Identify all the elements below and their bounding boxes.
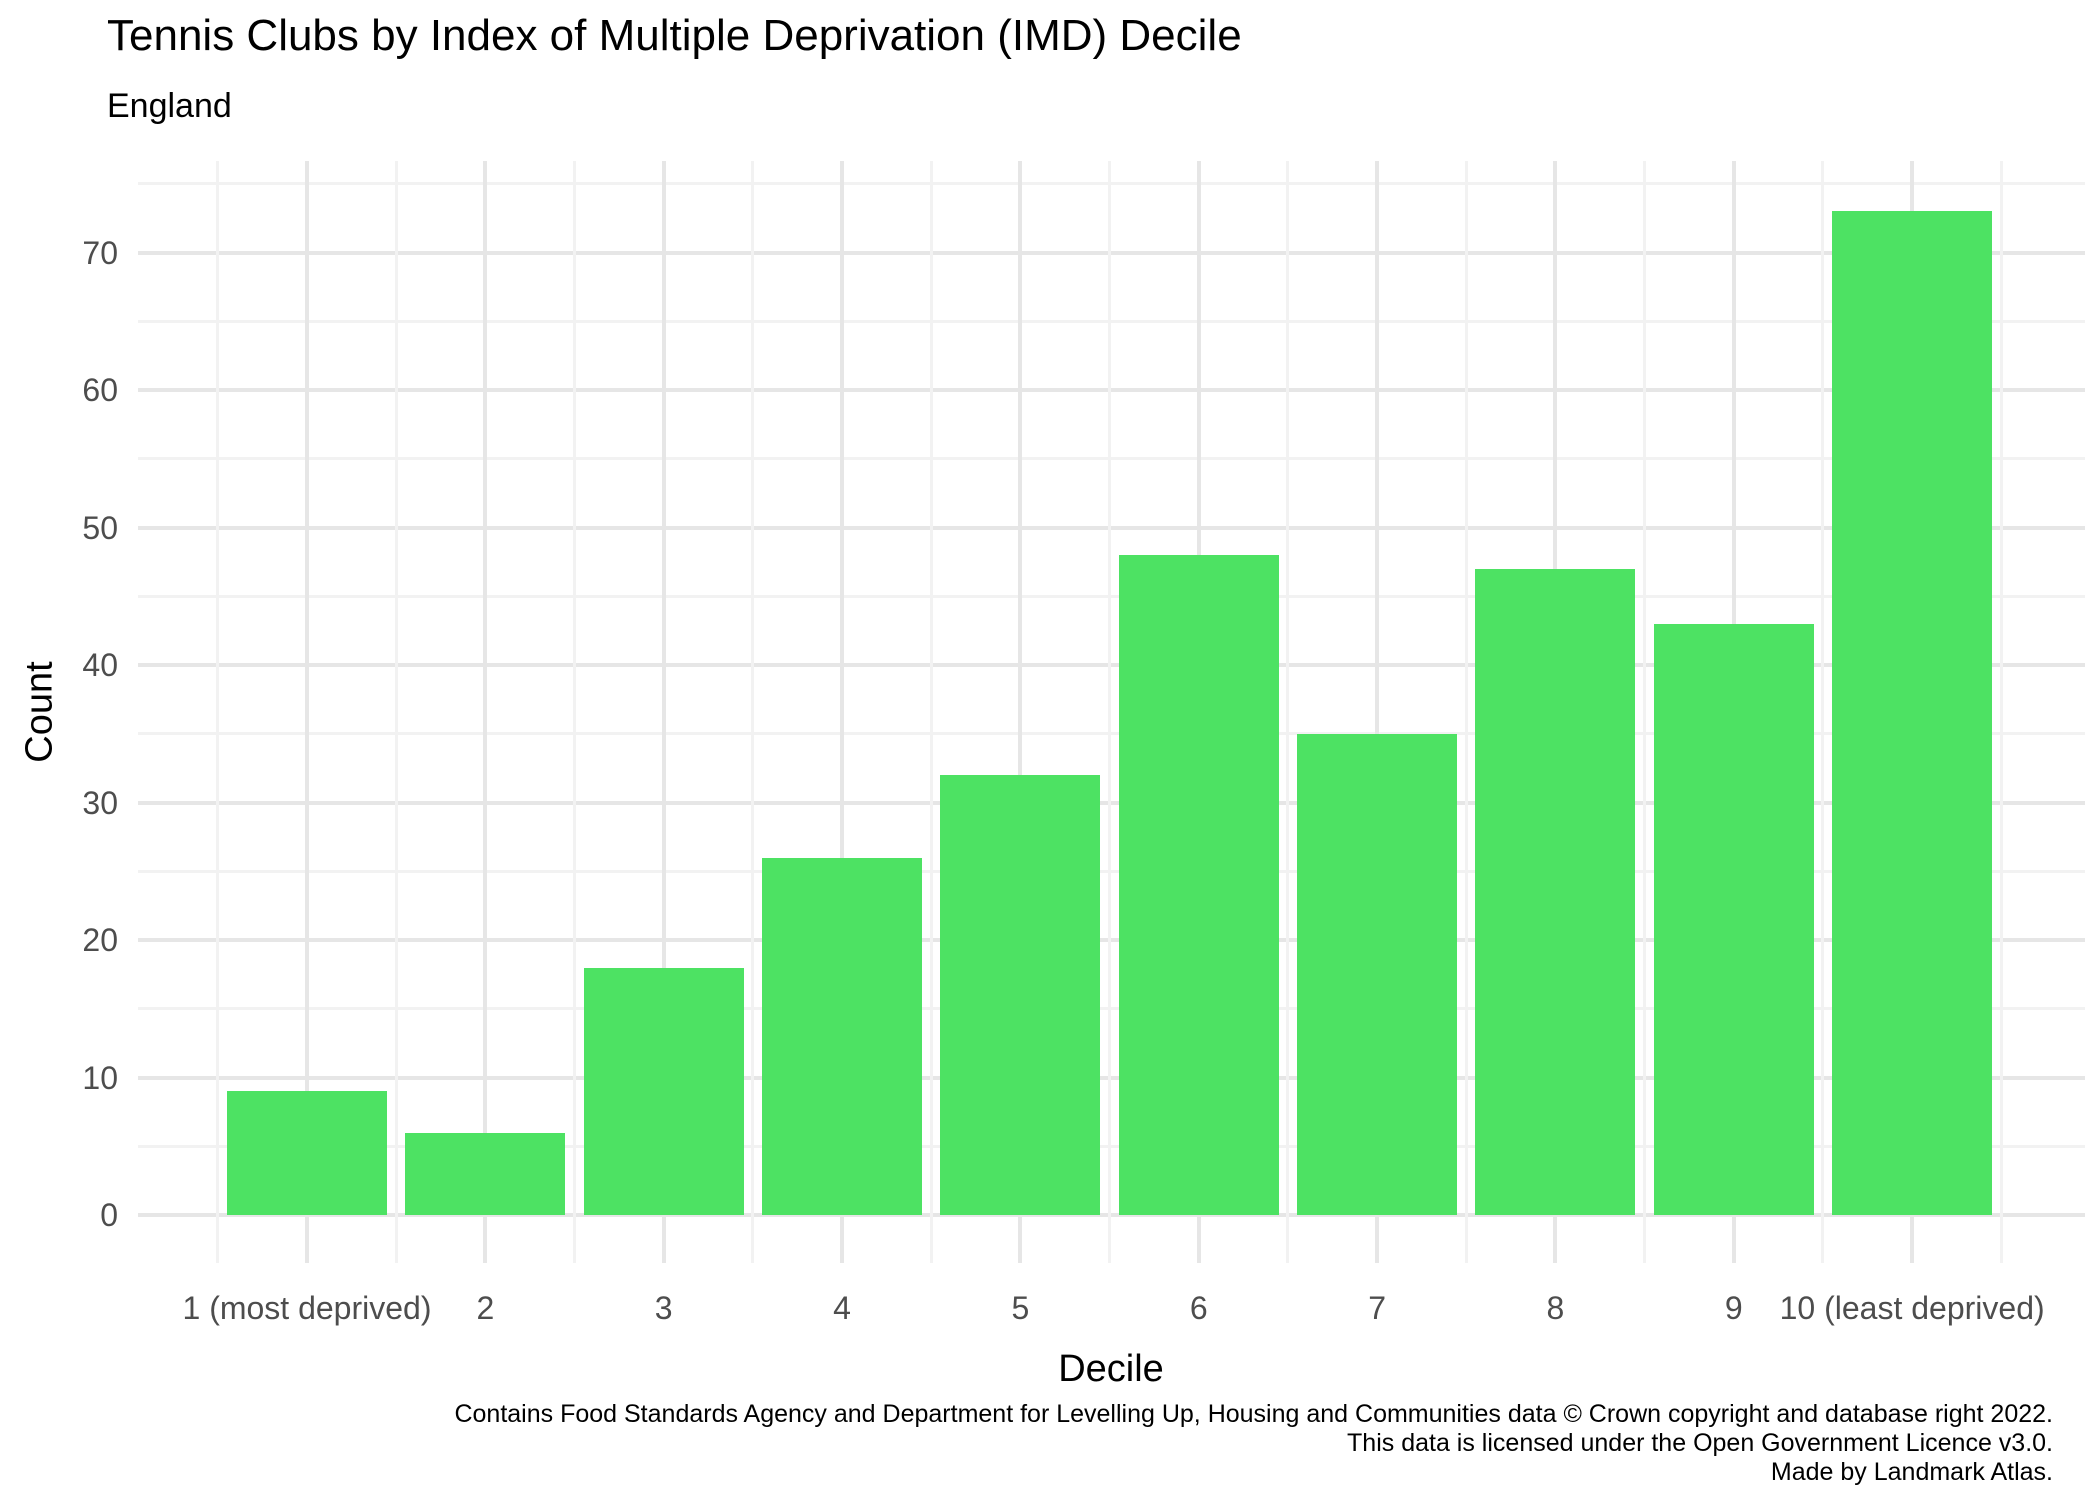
gridline-y-major (138, 388, 2085, 392)
gridline-y-minor (138, 869, 2085, 873)
bar-decile-3 (583, 967, 744, 1215)
bar-decile-6 (1118, 555, 1279, 1215)
gridline-y-major (138, 250, 2085, 255)
gridline-y-major (138, 663, 2085, 667)
caption-line-2: This data is licensed under the Open Gov… (1347, 1429, 2053, 1457)
gridline-x-minor (394, 161, 398, 1263)
gridline-y-minor (138, 732, 2085, 736)
x-tick-label: 3 (654, 1290, 673, 1326)
caption-line-1: Contains Food Standards Agency and Depar… (454, 1400, 2053, 1428)
gridline-x-minor (929, 161, 933, 1263)
y-tick-label: 20 (82, 922, 118, 958)
gridline-x-major (661, 161, 666, 1263)
bar-decile-7 (1297, 733, 1458, 1215)
gridline-y-minor (138, 319, 2085, 323)
y-tick-label: 60 (82, 372, 118, 408)
x-tick-label: 1 (most deprived) (182, 1290, 432, 1326)
caption-line-3: Made by Landmark Atlas. (1770, 1458, 2053, 1486)
gridline-x-major (1018, 161, 1023, 1263)
bar-decile-9 (1653, 623, 1814, 1215)
caption: Contains Food Standards Agency and Depar… (454, 1400, 2053, 1487)
gridline-y-minor (138, 1144, 2085, 1148)
x-tick-label: 8 (1546, 1290, 1565, 1326)
gridline-y-major (138, 1075, 2085, 1080)
y-tick-label: 10 (82, 1059, 118, 1096)
gridline-x-minor (1821, 161, 1825, 1263)
gridline-x-minor (573, 161, 577, 1263)
y-axis-title: Count (18, 661, 61, 763)
x-tick-label: 9 (1724, 1290, 1743, 1326)
x-tick-label: 10 (least deprived) (1779, 1290, 2045, 1326)
y-tick-label: 40 (82, 647, 118, 683)
gridline-y-major (138, 800, 2085, 805)
gridline-x-minor (216, 161, 220, 1263)
gridline-y-minor (138, 457, 2085, 461)
gridline-x-major (305, 161, 309, 1263)
bar-decile-4 (762, 857, 923, 1215)
bar-decile-8 (1475, 568, 1636, 1215)
gridline-x-major (483, 161, 488, 1263)
chart-title: Tennis Clubs by Index of Multiple Depriv… (107, 11, 1242, 60)
gridline-y-major (138, 938, 2085, 942)
gridline-x-major (1375, 161, 1380, 1263)
gridline-x-minor (1108, 161, 1112, 1263)
y-tick-label: 0 (100, 1197, 118, 1233)
y-tick-label: 30 (82, 784, 118, 821)
y-tick-label: 70 (82, 234, 118, 271)
gridline-y-major (138, 525, 2085, 530)
gridline-x-minor (1464, 161, 1468, 1263)
gridline-x-minor (1643, 161, 1647, 1263)
gridline-y-major (138, 1213, 2085, 1217)
bar-decile-5 (940, 775, 1101, 1215)
gridline-y-minor (138, 1007, 2085, 1011)
bar-decile-1 (227, 1091, 387, 1215)
plot-panel (138, 161, 2085, 1263)
x-tick-label: 5 (1011, 1290, 1030, 1326)
x-tick-label: 2 (476, 1290, 495, 1326)
gridline-x-minor (1286, 161, 1290, 1263)
gridline-y-minor (138, 594, 2085, 598)
gridline-x-minor (751, 161, 755, 1263)
gridline-x-minor (1999, 161, 2003, 1263)
x-tick-label: 7 (1368, 1290, 1386, 1326)
y-axis-tick-labels: 0 10 20 30 40 50 60 70 (0, 161, 118, 1263)
bar-decile-10 (1832, 211, 1993, 1215)
x-axis-tick-labels: 1 (most deprived) 2 3 4 5 6 7 8 9 10 (least depri… (138, 1288, 2085, 1332)
x-tick-label: 6 (1189, 1290, 1208, 1326)
bar-decile-2 (405, 1132, 566, 1215)
gridline-x-major (840, 161, 845, 1263)
gridline-y-minor (138, 182, 2085, 186)
chart-subtitle: England (107, 87, 232, 125)
x-tick-label: 4 (833, 1290, 851, 1326)
x-axis-title: Decile (1058, 1348, 1164, 1390)
y-tick-label: 50 (82, 509, 118, 546)
